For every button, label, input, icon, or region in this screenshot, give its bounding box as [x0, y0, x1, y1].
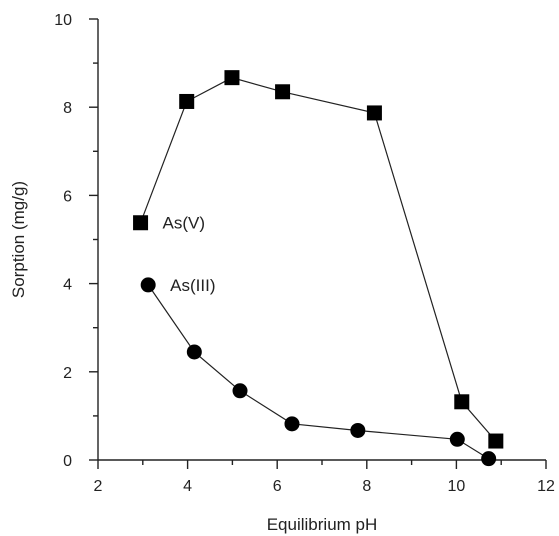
series-label: As(III): [170, 276, 215, 295]
data-point-circle: [140, 277, 156, 293]
y-axis-title: Sorption (mg/g): [9, 181, 28, 298]
data-point-circle: [284, 416, 300, 432]
x-tick-label: 4: [183, 478, 192, 495]
data-point-circle: [350, 422, 366, 438]
series-area: As(V) As(III): [133, 70, 504, 467]
series-label: As(V): [163, 214, 206, 233]
x-axis-title: Equilibrium pH: [267, 515, 378, 534]
series-as-v: As(V): [133, 70, 504, 449]
x-tick-label: 2: [94, 478, 103, 495]
y-tick-label: 0: [63, 453, 72, 470]
x-tick-label: 12: [537, 478, 555, 495]
series-line: [147, 284, 490, 460]
data-point-circle: [186, 344, 202, 360]
data-point-square: [275, 84, 291, 100]
data-point-square: [488, 433, 504, 449]
y-tick-label: 10: [54, 12, 72, 29]
axis-labels: Equilibrium pH Sorption (mg/g): [9, 181, 377, 534]
data-point-square: [133, 215, 149, 231]
data-point-circle: [232, 383, 248, 399]
data-point-circle: [449, 431, 465, 447]
x-tick-label: 8: [362, 478, 371, 495]
ticks: 2 4 6 8 10 12 0 2 4 6 8 10: [54, 12, 555, 495]
y-tick-label: 8: [63, 100, 72, 117]
series-as-iii: As(III): [140, 276, 497, 467]
data-point-square: [454, 394, 470, 410]
data-point-square: [366, 105, 382, 121]
y-tick-label: 2: [63, 365, 72, 382]
y-tick-label: 6: [63, 188, 72, 205]
y-tick-label: 4: [63, 277, 72, 294]
series-line: [140, 77, 497, 442]
x-tick-label: 10: [448, 478, 466, 495]
x-tick-label: 6: [273, 478, 282, 495]
axes: [97, 19, 546, 461]
data-point-square: [224, 70, 240, 86]
data-point-square: [179, 93, 195, 109]
data-point-circle: [481, 451, 497, 467]
